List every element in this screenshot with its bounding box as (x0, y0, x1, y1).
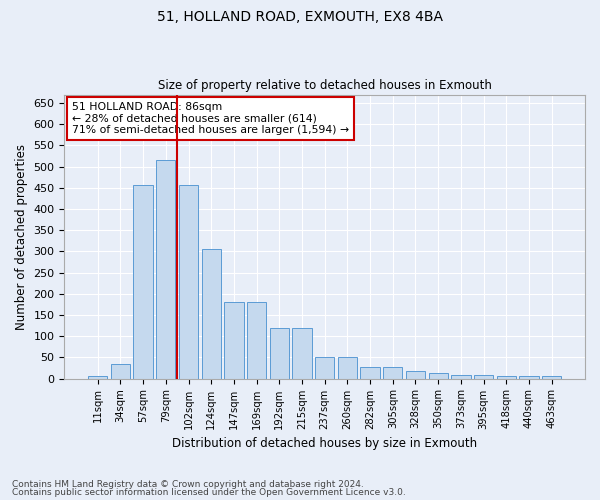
Bar (542, 376, 562, 378)
Bar (338, 358, 357, 378)
Bar (269, 328, 289, 378)
X-axis label: Distribution of detached houses by size in Exmouth: Distribution of detached houses by size … (172, 437, 477, 450)
Bar (497, 376, 516, 378)
Text: 51, HOLLAND ROAD, EXMOUTH, EX8 4BA: 51, HOLLAND ROAD, EXMOUTH, EX8 4BA (157, 10, 443, 24)
Bar (361, 366, 380, 378)
Bar (88, 376, 107, 378)
Bar (383, 366, 403, 378)
Bar (133, 185, 153, 378)
Bar (315, 358, 334, 378)
Bar (247, 302, 266, 378)
Text: Contains public sector information licensed under the Open Government Licence v3: Contains public sector information licen… (12, 488, 406, 497)
Bar (179, 185, 198, 378)
Bar (111, 364, 130, 378)
Bar (156, 160, 175, 378)
Bar (406, 371, 425, 378)
Bar (202, 250, 221, 378)
Text: Contains HM Land Registry data © Crown copyright and database right 2024.: Contains HM Land Registry data © Crown c… (12, 480, 364, 489)
Bar (474, 375, 493, 378)
Bar (292, 328, 311, 378)
Bar (520, 376, 539, 378)
Bar (451, 375, 470, 378)
Bar (224, 302, 244, 378)
Text: 51 HOLLAND ROAD: 86sqm
← 28% of detached houses are smaller (614)
71% of semi-de: 51 HOLLAND ROAD: 86sqm ← 28% of detached… (72, 102, 349, 135)
Bar (428, 374, 448, 378)
Y-axis label: Number of detached properties: Number of detached properties (15, 144, 28, 330)
Title: Size of property relative to detached houses in Exmouth: Size of property relative to detached ho… (158, 79, 491, 92)
